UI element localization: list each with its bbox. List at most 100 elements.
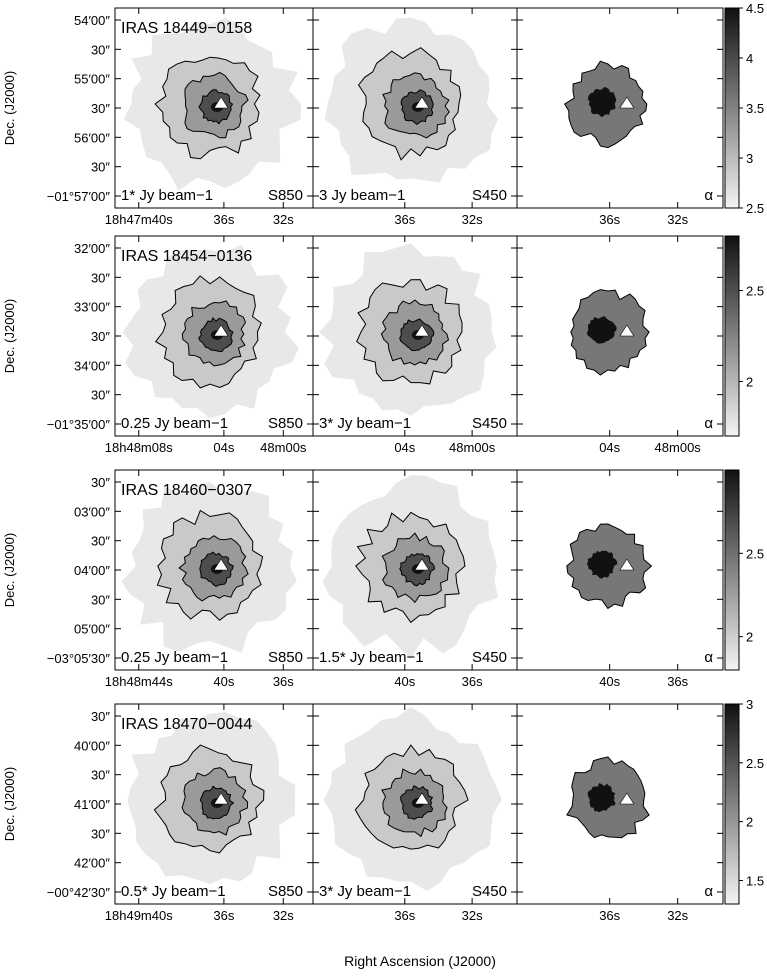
- contour-level-label: 1* Jy beam−1: [121, 187, 213, 204]
- dec-tick-label: 04′00″: [74, 563, 110, 578]
- iras-source-marker: [619, 324, 635, 337]
- map-row: Dec. (J2000) 54′00″ 30″ 55′00″ 30″ 56′00″ 30″ −…: [2, 1, 764, 227]
- map-type-label: S450: [472, 649, 507, 666]
- dec-tick-label: 30″: [91, 270, 110, 285]
- colorbar: 2.52: [724, 469, 764, 671]
- dec-tick-label: 30″: [91, 329, 110, 344]
- dec-tick-label: 30″: [91, 388, 110, 403]
- dec-tick-label: 33′00″: [74, 300, 110, 315]
- colorbar-tick-label: 3: [746, 697, 753, 712]
- ra-tick-label: 36s: [599, 908, 620, 923]
- dec-tick-label: 30″: [91, 534, 110, 549]
- ra-tick-label: 32s: [462, 212, 483, 227]
- map-panel: IRAS 18449−0158 1* Jy beam−1 S850 18h47m40s…: [105, 7, 314, 227]
- ra-tick-label: 36s: [394, 908, 415, 923]
- y-axis-label: Dec. (J2000): [2, 767, 17, 841]
- ra-tick-label: 36s: [213, 212, 234, 227]
- dec-tick-label: 41′00″: [74, 797, 110, 812]
- colorbar-tick-label: 1.5: [746, 873, 764, 888]
- map-type-label: S450: [472, 883, 507, 900]
- map-panel: IRAS 18454−0136 0.25 Jy beam−1 S850 18h48m0…: [105, 235, 314, 455]
- map-panel: α 04s 48m00s: [516, 235, 724, 455]
- ra-tick-label: 32s: [667, 212, 688, 227]
- dec-tick-label: 54′00″: [74, 13, 110, 28]
- dec-tick-label: 30″: [91, 101, 110, 116]
- dec-tick-label: 34′00″: [74, 358, 110, 373]
- map-panel: IRAS 18470−0044 0.5* Jy beam−1 S850 18h49m4…: [105, 703, 314, 923]
- colorbar-tick-label: 3: [746, 151, 753, 166]
- map-type-label: S850: [268, 649, 303, 666]
- map-panel: 3* Jy beam−1 S450 04s 48m00s: [312, 235, 518, 455]
- iras-source-marker: [619, 96, 635, 109]
- alpha-peak: [586, 316, 617, 344]
- contour-level-label: 3* Jy beam−1: [319, 883, 411, 900]
- colorbar-tick-label: 2.5: [746, 546, 764, 561]
- alpha-peak: [588, 86, 617, 118]
- map-row: Dec. (J2000) 32′00″ 30″ 33′00″ 30″ 34′00″ 30″ −…: [2, 235, 764, 455]
- dec-tick-label: 30″: [91, 709, 110, 724]
- ra-tick-label: 04s: [599, 440, 620, 455]
- map-panel: α 36s 32s: [516, 703, 724, 923]
- ra-tick-label: 36s: [394, 212, 415, 227]
- map-panel: 3* Jy beam−1 S450 36s 32s: [312, 703, 518, 923]
- map-panel: α 36s 32s: [516, 7, 724, 227]
- contour-level-label: 0.25 Jy beam−1: [121, 415, 228, 432]
- dec-tick-label: −01°57′00″: [47, 189, 111, 204]
- iras-source-marker: [414, 324, 430, 337]
- colorbar-tick-label: 2: [746, 815, 753, 830]
- ra-tick-label: 32s: [273, 908, 294, 923]
- colorbar-tick-label: 2: [746, 630, 753, 645]
- map-row: Dec. (J2000) 30″ 03′00″ 30″ 04′00″ 30″ 05′00″ −…: [2, 469, 764, 689]
- iras-source-marker: [414, 96, 430, 109]
- colorbar-fill: [724, 235, 740, 437]
- colorbar-tick-label: 2: [746, 374, 753, 389]
- dec-tick-label: 30″: [91, 42, 110, 57]
- colorbar-fill: [724, 703, 740, 905]
- source-name: IRAS 18470−0044: [121, 716, 252, 733]
- ra-tick-label: 40s: [213, 674, 234, 689]
- colorbar: 2.52: [724, 235, 764, 437]
- map-panel: 1.5* Jy beam−1 S450 40s 36s: [312, 469, 518, 689]
- ra-tick-label: 04s: [213, 440, 234, 455]
- colorbar-tick-label: 2.5: [746, 201, 764, 216]
- map-type-label: α: [704, 883, 713, 900]
- contour-level-label: 1.5* Jy beam−1: [319, 649, 424, 666]
- dec-tick-label: 30″: [91, 768, 110, 783]
- contour-level-label: 0.25 Jy beam−1: [121, 649, 228, 666]
- source-name: IRAS 18454−0136: [121, 248, 252, 265]
- dec-tick-label: 55′00″: [74, 72, 110, 87]
- ra-tick-label: 48m00s: [449, 440, 496, 455]
- map-type-label: S450: [472, 415, 507, 432]
- dec-tick-label: 30″: [91, 826, 110, 841]
- colorbar: 3 2.5 2 1.5: [724, 697, 764, 905]
- dec-tick-label: 05′00″: [74, 622, 110, 637]
- contour-level-label: 3 Jy beam−1: [319, 187, 405, 204]
- iras-source-marker: [213, 792, 229, 805]
- colorbar-tick-label: 4: [746, 51, 753, 66]
- colorbar-tick-label: 2.5: [746, 284, 764, 299]
- colorbar-fill: [724, 469, 740, 671]
- ra-tick-label: 32s: [273, 212, 294, 227]
- iras-source-marker: [213, 96, 229, 109]
- dec-tick-label: 32′00″: [74, 241, 110, 256]
- ra-tick-label: 18h48m08s: [105, 440, 173, 455]
- ra-tick-label: 36s: [273, 674, 294, 689]
- alpha-peak: [587, 783, 616, 813]
- dec-tick-label: 30″: [91, 475, 110, 490]
- ra-tick-label: 40s: [599, 674, 620, 689]
- dec-tick-label: 30″: [91, 160, 110, 175]
- contour-level-label: 3* Jy beam−1: [319, 415, 411, 432]
- map-panel: 3 Jy beam−1 S450 36s 32s: [312, 7, 518, 227]
- source-name: IRAS 18449−0158: [121, 20, 252, 37]
- map-panel: IRAS 18460−0307 0.25 Jy beam−1 S850 18h48m4…: [105, 469, 314, 689]
- contour-level-label: 0.5* Jy beam−1: [121, 883, 226, 900]
- alpha-peak: [586, 550, 618, 579]
- x-axis-label: Right Ascension (J2000): [344, 953, 496, 969]
- iras-source-marker: [213, 558, 229, 571]
- map-type-label: α: [704, 649, 713, 666]
- source-name: IRAS 18460−0307: [121, 482, 252, 499]
- ra-tick-label: 36s: [213, 908, 234, 923]
- colorbar-tick-label: 2.5: [746, 756, 764, 771]
- dec-tick-label: 30″: [91, 592, 110, 607]
- ra-tick-label: 36s: [462, 674, 483, 689]
